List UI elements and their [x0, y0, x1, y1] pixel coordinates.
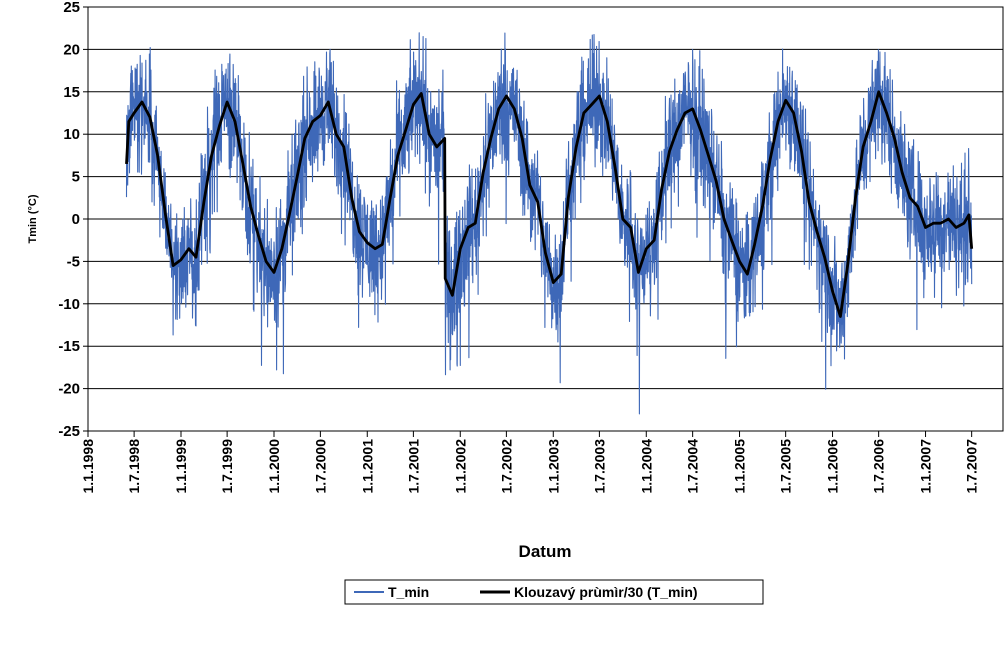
x-tick-label: 1.7.2006	[871, 439, 887, 494]
y-tick-label: -10	[58, 296, 80, 313]
y-axis-title: Tmin (°C)	[27, 194, 39, 243]
y-axis-ticks: 25 20 15 10 5 0 -5 -10 -15 -20 -25	[58, 0, 88, 440]
y-tick-label: -15	[58, 338, 80, 355]
x-axis-ticks: 1.1.1998 1.7.1998 1.1.1999 1.7.1999 1.1.2000…	[80, 431, 980, 494]
y-tick-label: -20	[58, 381, 80, 398]
x-tick-label: 1.1.2006	[825, 439, 841, 494]
legend-label-t-min: T_min	[388, 584, 429, 600]
x-tick-label: 1.1.1998	[80, 439, 96, 494]
y-tick-label: 20	[63, 41, 80, 58]
legend-box	[344, 579, 764, 605]
series-line-moving-average	[125, 90, 974, 318]
x-tick-label: 1.7.1998	[126, 439, 142, 494]
x-tick-label: 1.7.2007	[964, 439, 980, 494]
legend: T_min Klouzavý prùmìr/30 (T_min)	[344, 579, 764, 605]
x-tick-label: 1.7.2005	[778, 439, 794, 494]
x-tick-label: 1.1.2002	[452, 439, 468, 494]
x-tick-label: 1.7.1999	[219, 439, 235, 494]
y-tick-label: 10	[63, 126, 80, 143]
x-tick-label: 1.1.2007	[918, 439, 934, 494]
legend-label-moving-average: Klouzavý prùmìr/30 (T_min)	[514, 584, 698, 600]
x-tick-label: 1.1.2005	[732, 439, 748, 494]
x-tick-label: 1.7.2004	[685, 439, 701, 494]
x-tick-label: 1.7.2001	[405, 439, 421, 494]
x-tick-label: 1.7.2002	[498, 439, 514, 494]
series-layer	[125, 32, 974, 415]
x-tick-label: 1.1.2000	[266, 439, 282, 494]
x-tick-label: 1.1.1999	[173, 439, 189, 494]
y-tick-label: 5	[72, 169, 80, 186]
y-tick-label: 0	[72, 211, 80, 228]
y-tick-label: -5	[67, 253, 80, 270]
x-tick-label: 1.7.2003	[591, 439, 607, 494]
y-tick-label: 15	[63, 84, 80, 101]
x-axis-title: Datum	[519, 542, 572, 561]
series-line-t-min	[125, 32, 973, 415]
x-tick-label: 1.1.2001	[359, 439, 375, 494]
y-tick-label: 25	[63, 0, 80, 16]
x-tick-label: 1.1.2004	[638, 439, 654, 494]
y-tick-label: -25	[58, 423, 80, 440]
x-tick-label: 1.1.2003	[545, 439, 561, 494]
x-tick-label: 1.7.2000	[312, 439, 328, 494]
